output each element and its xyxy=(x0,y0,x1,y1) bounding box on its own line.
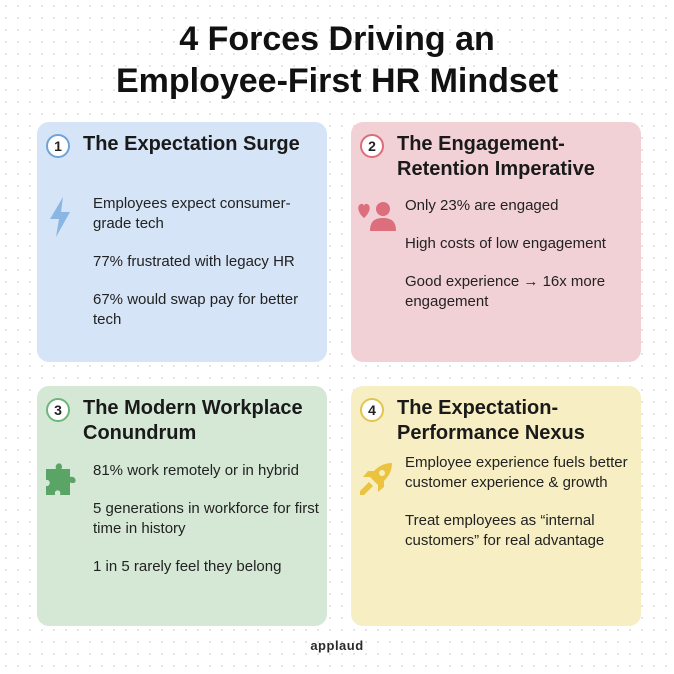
list-item: Employees expect consumer-grade tech xyxy=(93,195,291,232)
page-title: 4 Forces Driving an Employee-First HR Mi… xyxy=(0,18,674,102)
card-title: The Expectation Surge xyxy=(83,133,300,155)
page-title-line-2: Employee-First HR Mindset xyxy=(115,62,559,100)
card-number: 3 xyxy=(46,398,70,422)
card-title: The Expectation-Performance Nexus xyxy=(397,397,585,444)
list-item: Employee experience fuels better custome… xyxy=(405,454,628,491)
list-item: 1 in 5 rarely feel they belong xyxy=(93,558,282,575)
list-item: 67% would swap pay for better tech xyxy=(93,291,299,328)
card-expectation-surge: 1 The Expectation Surge Employees expect… xyxy=(37,122,327,362)
puzzle-icon xyxy=(42,459,82,504)
brand-logo: applaud xyxy=(310,638,364,653)
card-modern-workplace: 3 The Modern Workplace Conundrum 81% wor… xyxy=(37,386,327,626)
lightning-icon xyxy=(49,197,71,242)
card-title: The Engagement-Retention Imperative xyxy=(397,133,595,180)
list-item: Good experience → 16x more engagement xyxy=(405,273,606,310)
list-item: 5 generations in workforce for first tim… xyxy=(93,500,319,537)
heart-person-icon xyxy=(356,200,398,237)
card-number: 2 xyxy=(360,134,384,158)
card-list: 81% work remotely or in hybrid 5 generat… xyxy=(93,461,323,595)
rocket-icon xyxy=(356,459,396,504)
card-list: Employee experience fuels better custome… xyxy=(405,453,635,569)
list-item: High costs of low engagement xyxy=(405,235,606,252)
page-title-line-1: 4 Forces Driving an xyxy=(179,20,495,58)
card-title: The Modern Workplace Conundrum xyxy=(83,397,303,444)
card-list: Only 23% are engaged High costs of low e… xyxy=(405,196,635,330)
card-number: 4 xyxy=(360,398,384,422)
list-item: 81% work remotely or in hybrid xyxy=(93,462,299,479)
card-list: Employees expect consumer-grade tech 77%… xyxy=(93,194,323,348)
list-item: Treat employees as “internal customers” … xyxy=(405,512,605,549)
list-item: Only 23% are engaged xyxy=(405,197,559,214)
card-expectation-performance: 4 The Expectation-Performance Nexus Empl… xyxy=(351,386,641,626)
card-engagement-retention: 2 The Engagement-Retention Imperative On… xyxy=(351,122,641,362)
card-number: 1 xyxy=(46,134,70,158)
list-item: 77% frustrated with legacy HR xyxy=(93,253,295,270)
